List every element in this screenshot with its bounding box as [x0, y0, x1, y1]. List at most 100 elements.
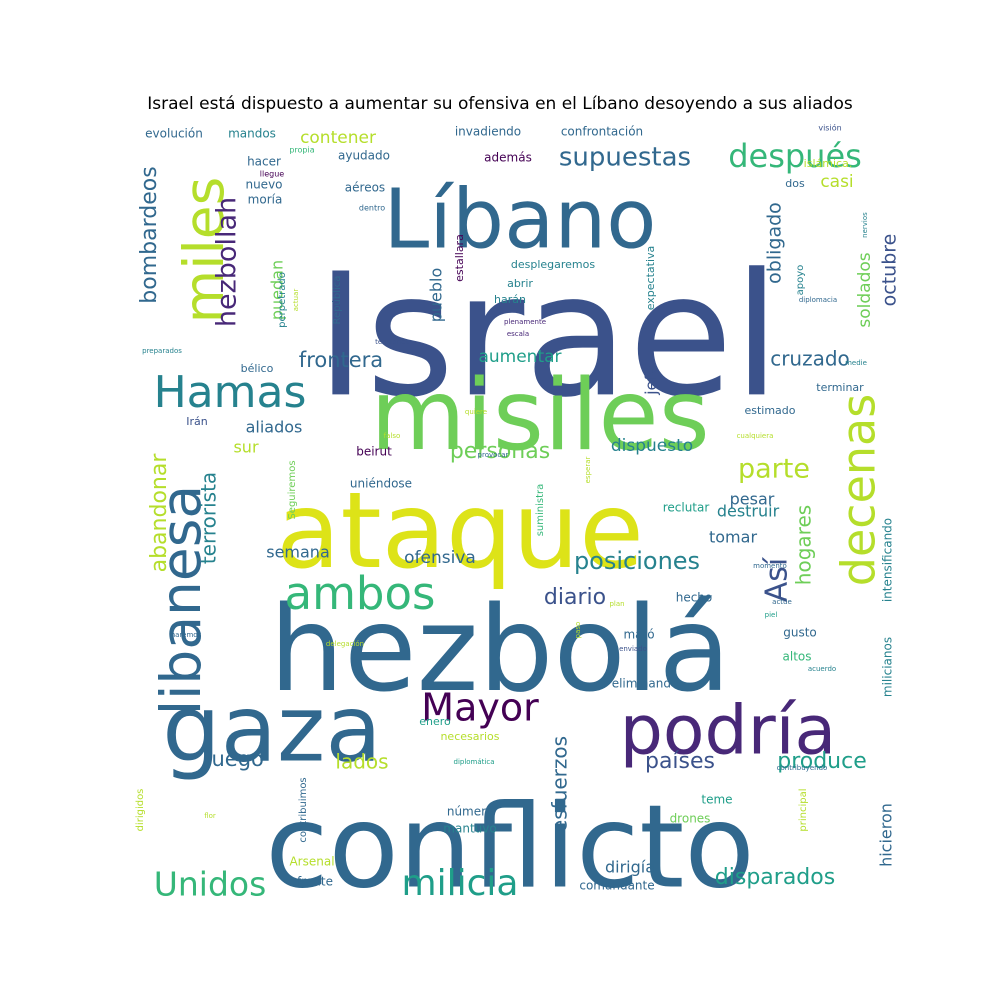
word-110: mató: [623, 628, 654, 642]
word-111: paso: [574, 622, 582, 639]
word-51: tomar: [709, 528, 757, 547]
word-15: Unidos: [154, 865, 267, 904]
word-17: supuestas: [559, 143, 691, 173]
word-89: medie: [845, 359, 867, 367]
word-42: ofensiva: [404, 548, 476, 568]
word-16: después: [728, 137, 862, 175]
word-71: moría: [248, 193, 283, 207]
word-40: casi: [820, 172, 853, 192]
word-35: lados: [335, 750, 388, 774]
word-80: República: [331, 276, 343, 325]
word-118: necesarios: [440, 730, 499, 743]
word-31: diario: [544, 585, 606, 610]
word-8: decenas: [832, 394, 886, 586]
word-22: abandonar: [147, 453, 172, 573]
word-102: reclutar: [663, 501, 710, 515]
word-122: número: [447, 805, 493, 819]
word-112: delegación: [326, 640, 364, 648]
word-21: posiciones: [574, 547, 700, 575]
word-25: frontera: [299, 348, 383, 372]
word-85: diplomacia: [799, 296, 837, 304]
word-105: actúe: [772, 598, 792, 606]
word-30: disparados: [715, 865, 835, 890]
word-74: estallara: [453, 234, 466, 282]
word-109: haremos: [171, 631, 202, 639]
word-104: hecho: [676, 591, 713, 605]
word-130: frente: [297, 875, 333, 889]
word-14: milicia: [402, 863, 519, 904]
word-88: bélico: [241, 362, 274, 375]
word-37: octubre: [879, 234, 901, 307]
word-113: enviado: [619, 645, 647, 653]
word-50: semana: [266, 543, 330, 562]
word-75: expectativa: [644, 246, 657, 311]
word-68: nuevo: [245, 178, 282, 192]
word-47: jefe: [642, 365, 661, 396]
word-114: altos: [783, 650, 812, 664]
word-4: conflicto: [265, 781, 755, 915]
word-90: terminar: [816, 381, 864, 394]
word-39: contener: [300, 128, 376, 148]
word-129: Arsenal: [289, 855, 334, 869]
word-45: pueblo: [427, 268, 446, 323]
word-100: esperar: [584, 457, 592, 484]
word-63: además: [484, 151, 532, 165]
word-20: parte: [738, 454, 810, 485]
word-79: apoyo: [795, 265, 806, 296]
word-86: tensiones: [375, 338, 409, 346]
word-76: desplegaremos: [511, 258, 596, 271]
word-64: hacer: [247, 155, 281, 169]
word-67: llegue: [260, 170, 285, 179]
word-7: podría: [620, 692, 836, 771]
word-6: Líbano: [384, 172, 657, 267]
word-66: islámica.: [804, 157, 853, 170]
word-69: aéreos: [345, 181, 385, 195]
word-11: Hamas: [154, 367, 307, 418]
word-72: dentro: [359, 204, 385, 213]
word-96: provocar: [478, 451, 509, 459]
word-5: gaza: [162, 675, 381, 782]
word-55: milicianos: [881, 637, 895, 697]
word-65: ayudado: [338, 149, 390, 163]
word-106: plan: [609, 600, 624, 608]
word-58: mandos: [228, 127, 276, 141]
word-117: enero: [419, 715, 451, 728]
word-2: ataque: [276, 470, 644, 592]
word-56: intensificando: [881, 518, 895, 602]
word-10: miles: [172, 177, 236, 324]
word-59: invadiendo: [455, 125, 521, 139]
word-27: terrorista: [197, 472, 221, 564]
word-82: actuar: [292, 289, 300, 312]
word-0: Israel: [316, 237, 781, 435]
word-23: bombardeos: [137, 166, 162, 303]
word-32: esfuerzos: [548, 736, 572, 832]
word-124: mantuvo: [443, 822, 496, 836]
word-24: personas: [450, 439, 550, 464]
word-126: flor: [204, 812, 216, 820]
word-73: nervios: [861, 212, 869, 238]
word-12: ambos: [285, 567, 436, 620]
word-57: evolución: [145, 127, 203, 141]
word-19: Así: [760, 556, 795, 602]
word-48: aliados: [246, 418, 303, 437]
word-1: misiles: [370, 359, 710, 473]
word-78: harán: [494, 293, 526, 306]
word-98: Seguiremos: [287, 460, 298, 519]
word-123: teme: [701, 793, 732, 807]
word-93: Irán: [186, 415, 208, 428]
word-9: libanesa: [149, 485, 213, 715]
word-120: contribuyendo: [777, 764, 828, 772]
word-94: falso: [384, 432, 401, 440]
word-41: aumentar: [478, 347, 561, 367]
word-18: hezbollah: [212, 197, 243, 327]
word-28: países: [645, 749, 715, 774]
word-83: plenamente: [504, 318, 546, 326]
word-43: dispuesto: [611, 436, 693, 456]
word-97: beirut: [356, 445, 392, 459]
word-44: destruir: [717, 502, 780, 521]
word-70: dos: [785, 177, 805, 190]
word-87: preparados: [142, 347, 182, 355]
word-52: pesar: [730, 490, 775, 509]
word-36: obligado: [764, 202, 786, 284]
